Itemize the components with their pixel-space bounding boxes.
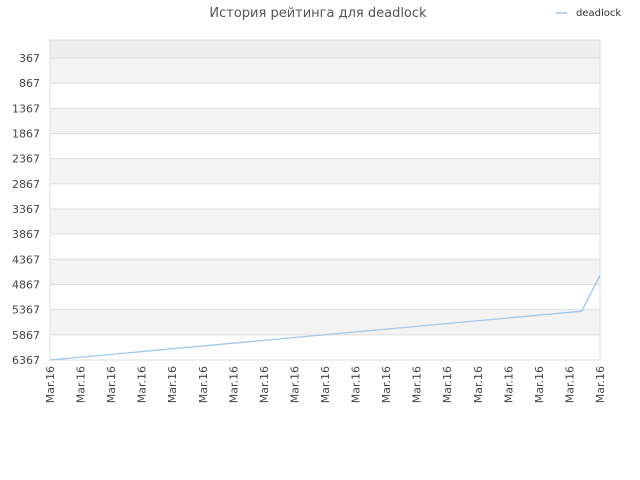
x-tick-label: Mar.16: [472, 366, 485, 403]
x-tick-label: Mar.16: [227, 366, 240, 403]
plot-band: [50, 133, 600, 159]
plot-band: [50, 334, 600, 360]
plot-band: [50, 158, 600, 184]
y-tick-label: 367: [19, 52, 40, 65]
x-tick-label: Mar.16: [411, 366, 424, 403]
y-tick-label: 3367: [12, 203, 40, 216]
plot-band: [50, 284, 600, 310]
y-tick-label: 1867: [12, 128, 40, 141]
plot-band: [50, 108, 600, 134]
y-tick-label: 5367: [12, 304, 40, 317]
legend-label: deadlock: [576, 8, 621, 19]
y-tick-label: 2367: [12, 153, 40, 166]
y-tick-label: 867: [19, 77, 40, 90]
series-lines: [49, 275, 601, 361]
x-tick-label: Mar.16: [197, 366, 210, 403]
chart-title: История рейтинга для deadlock: [209, 6, 427, 21]
plot-band: [50, 209, 600, 235]
x-tick-label: Mar.16: [533, 366, 546, 403]
plot-band: [50, 58, 600, 84]
x-tick-label: Mar.16: [288, 366, 301, 403]
x-tick-label: Mar.16: [75, 366, 88, 403]
x-tick-label: Mar.16: [319, 366, 332, 403]
y-tick-label: 5867: [12, 329, 40, 342]
x-tick-label: Mar.16: [350, 366, 363, 403]
series-line-deadlock: [49, 275, 601, 361]
plot-band: [50, 183, 600, 209]
y-tick-label: 6367: [12, 354, 40, 367]
y-tick-label: 3867: [12, 228, 40, 241]
x-tick-label: Mar.16: [258, 366, 271, 403]
x-tick-label: Mar.16: [380, 366, 393, 403]
y-tick-label: 4867: [12, 279, 40, 292]
plot-band: [50, 40, 600, 58]
y-tick-label: 4367: [12, 253, 40, 266]
plot-band: [50, 259, 600, 285]
x-tick-label: Mar.16: [44, 366, 57, 403]
x-tick-label: Mar.16: [136, 366, 149, 403]
x-tick-label: Mar.16: [594, 366, 607, 403]
x-tick-label: Mar.16: [563, 366, 576, 403]
y-axis-ticks: 367 867 1367 1867 2367 2867 3367 3867 4367 4867 53…: [12, 52, 40, 367]
plot-border: [49, 39, 601, 361]
y-tick-label: 2867: [12, 178, 40, 191]
plot-band: [50, 309, 600, 335]
x-tick-label: Mar.16: [441, 366, 454, 403]
legend: deadlock: [556, 8, 621, 19]
x-tick-label: Mar.16: [502, 366, 515, 403]
x-tick-label: Mar.16: [105, 366, 118, 403]
y-tick-label: 1367: [12, 102, 40, 115]
x-axis-ticks: Mar.16 Mar.16 Mar.16 Mar.16 Mar.16 Mar.16 Mar.…: [44, 366, 607, 403]
plot-band: [50, 83, 600, 109]
plot-band: [50, 234, 600, 260]
plot-bands: [50, 40, 600, 360]
x-tick-label: Mar.16: [166, 366, 179, 403]
